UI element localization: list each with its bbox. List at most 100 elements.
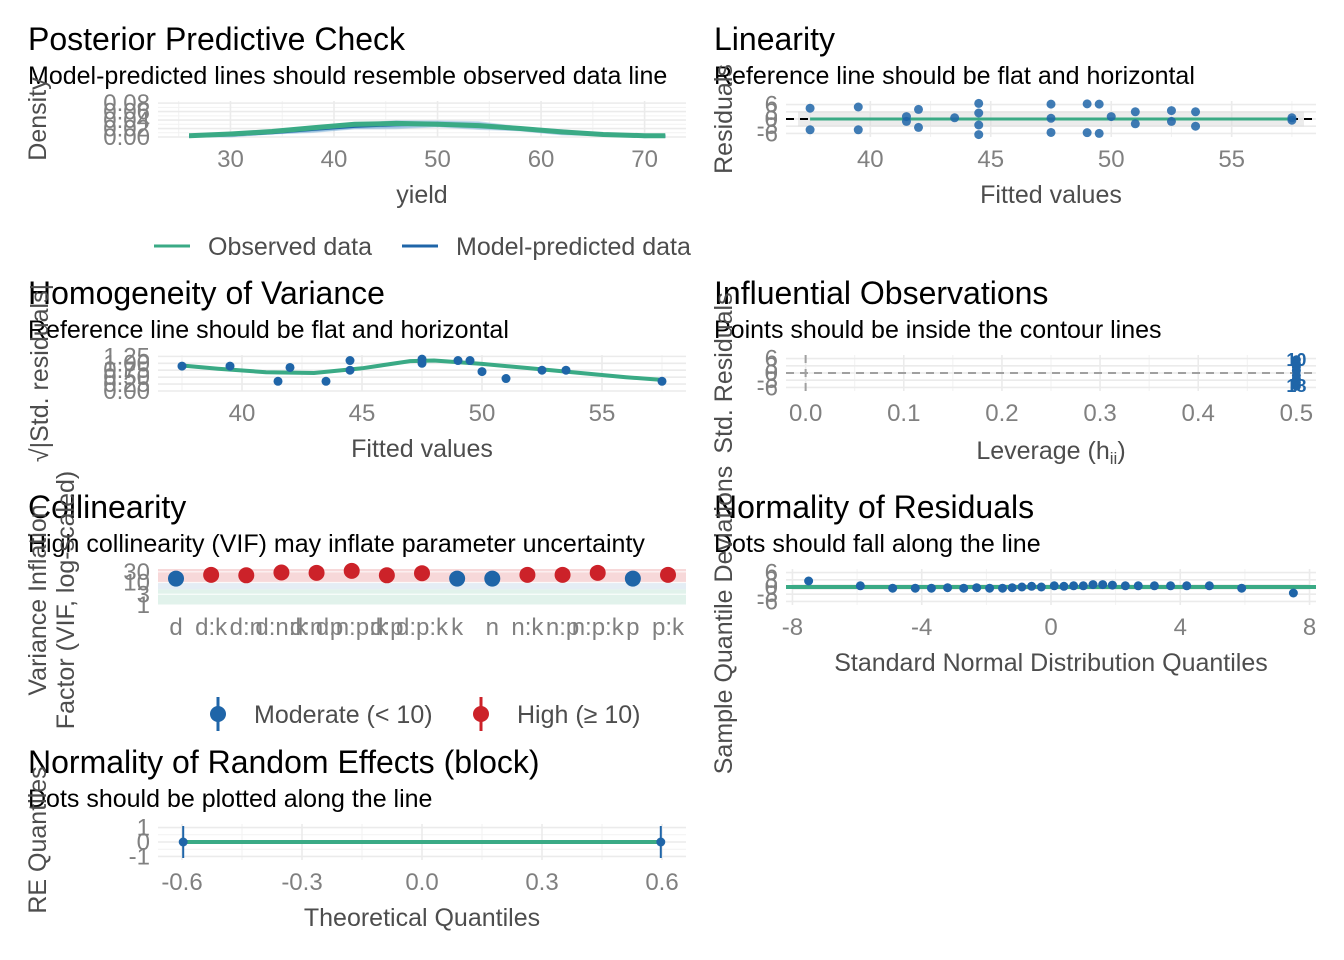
residual-point <box>1106 112 1116 122</box>
x-tick-label: 4 <box>1174 614 1187 641</box>
qq-point <box>943 583 953 593</box>
x-axis-label: yield <box>396 181 447 209</box>
x-tick-label: 40 <box>857 146 884 173</box>
x-axis-label: Fitted values <box>980 181 1122 209</box>
panel-linearity: Linearity Reference line should be flat a… <box>710 21 1316 209</box>
x-tick-label: d:p <box>370 614 403 641</box>
x-tick-label: p <box>626 614 639 641</box>
legend: Observed data Model-predicted data <box>154 233 691 261</box>
y-axis-label: Density <box>24 77 52 161</box>
re-point <box>656 837 666 847</box>
x-axis-label: Theoretical Quantiles <box>304 904 540 932</box>
x-tick-label: d:p:k <box>396 614 449 641</box>
y-tick-label: 3 <box>137 581 150 608</box>
residual-point <box>974 130 984 140</box>
panel-influence: Influential Observations Points should be… <box>710 275 1316 468</box>
moderate-vif-zone <box>158 582 686 590</box>
qq-point <box>1204 581 1214 591</box>
vif-point-n <box>484 570 501 587</box>
qq-point <box>1107 580 1117 590</box>
residual-point <box>974 108 984 118</box>
qq-point <box>1069 581 1079 591</box>
panel-title: Normality of Residuals <box>714 489 1034 525</box>
y-tick-label: 3 <box>765 567 778 594</box>
y-tick-label: 0.00 <box>103 378 150 405</box>
x-tick-label: 45 <box>349 400 376 427</box>
scale-location-point <box>477 367 487 377</box>
x-tick-label: 50 <box>424 146 451 173</box>
panel-homogeneity: Homogeneity of Variance Reference line sh… <box>26 275 686 463</box>
y-tick-label: 3 <box>765 353 778 380</box>
x-tick-label: 40 <box>229 400 256 427</box>
panel-subtitle: Reference line should be flat and horizo… <box>714 62 1195 90</box>
qq-point <box>1088 580 1098 590</box>
x-tick-label: n:p <box>546 614 579 641</box>
residual-point <box>1046 99 1056 109</box>
x-tick-label: 0.6 <box>645 869 678 896</box>
observed-data-line <box>188 120 666 139</box>
legend-key-high <box>473 706 489 722</box>
x-tick-label: n <box>486 614 499 641</box>
y-tick-label: 0 <box>765 574 778 601</box>
y-tick-label: -3 <box>757 113 778 140</box>
residual-point <box>1191 107 1201 117</box>
scale-location-point <box>537 365 547 375</box>
legend-label-predicted: Model-predicted data <box>456 233 691 261</box>
panel-subtitle: Model-predicted lines should resemble ob… <box>28 62 667 90</box>
panel-subtitle: Reference line should be flat and horizo… <box>28 316 509 344</box>
panel-subtitle: Dots should be plotted along the line <box>28 785 432 813</box>
vif-point-p <box>624 570 641 587</box>
x-tick-label: 55 <box>1218 146 1245 173</box>
x-tick-label: d:n:p:k <box>316 614 389 641</box>
scale-location-point <box>501 374 511 384</box>
qq-point <box>1182 581 1192 591</box>
observation-point <box>1291 381 1301 391</box>
qq-point <box>998 583 1008 593</box>
qq-point <box>972 583 982 593</box>
qq-point <box>1166 581 1176 591</box>
y-tick-label: 0.08 <box>103 90 150 117</box>
scale-location-point <box>273 376 283 386</box>
vif-point-k <box>449 570 466 587</box>
qq-point <box>1288 588 1298 598</box>
vif-point-n-p <box>554 566 571 583</box>
x-tick-label: n:p:k <box>572 614 625 641</box>
residual-point <box>853 102 863 112</box>
panel-title: Linearity <box>714 21 835 57</box>
point-label: 18 <box>1286 376 1306 396</box>
scale-location-point <box>453 356 463 366</box>
scale-location-point <box>285 362 295 372</box>
qq-point <box>985 583 995 593</box>
x-axis-label: Leverage (hii) <box>976 437 1125 468</box>
qq-point <box>926 583 936 593</box>
x-tick-label: 0.4 <box>1182 400 1215 427</box>
qq-point <box>1059 581 1069 591</box>
legend-key-moderate <box>210 706 226 722</box>
vif-point-d-k <box>203 566 220 583</box>
y-axis-label: Std. Residuals <box>710 292 738 453</box>
panel-title: Normality of Random Effects (block) <box>28 744 540 780</box>
x-tick-label: 0.1 <box>887 400 920 427</box>
residual-point <box>1046 113 1056 123</box>
residual-point <box>1082 99 1092 109</box>
residual-point <box>1287 115 1297 125</box>
residual-point <box>974 120 984 130</box>
x-tick-label: 0.2 <box>985 400 1018 427</box>
x-tick-label: 0.5 <box>1280 400 1313 427</box>
y-tick-label: 0 <box>765 360 778 387</box>
vif-point-p-k <box>660 566 676 583</box>
qq-point <box>1149 581 1159 591</box>
x-axis-label-close: ) <box>1117 437 1125 465</box>
x-tick-label: 0.0 <box>789 400 822 427</box>
y-axis-label: √|Std. residuals| <box>26 284 54 462</box>
x-tick-label: d <box>169 614 182 641</box>
y-tick-label: -3 <box>757 581 778 608</box>
scale-location-point <box>345 365 355 375</box>
qq-point <box>1078 581 1088 591</box>
residual-point <box>914 104 923 114</box>
vif-point-d-p <box>378 567 395 584</box>
x-tick-label: k <box>451 614 464 641</box>
panel-title: Collinearity <box>28 489 186 525</box>
qq-point <box>959 583 969 593</box>
x-tick-label: 40 <box>321 146 348 173</box>
